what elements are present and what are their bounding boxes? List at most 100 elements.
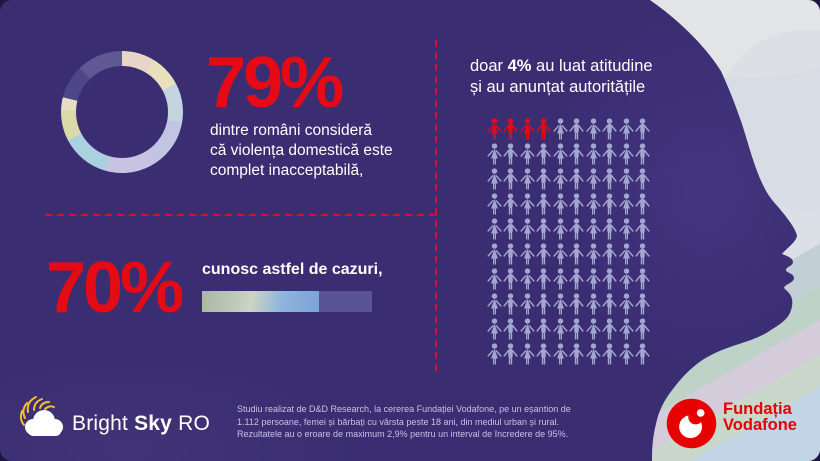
male-person-icon [635,218,652,243]
male-person-icon [602,243,619,268]
vertical-dashed-divider [435,40,437,372]
male-person-icon [503,168,520,193]
male-person-icon [569,193,586,218]
male-person-icon [569,218,586,243]
female-person-icon [618,293,635,318]
female-person-icon [552,218,569,243]
male-person-icon [536,343,553,368]
female-person-icon [585,143,602,168]
stat-4-rest: au luat atitudine [531,57,653,75]
female-person-icon [618,318,635,343]
male-person-icon [569,118,586,143]
brightsky-wordmark: Bright Sky RO [72,412,210,436]
foundation-line2: Vodafone [723,416,797,434]
male-person-icon [503,218,520,243]
female-person-icon [552,193,569,218]
stat-70-bar-fill [202,291,320,312]
female-person-icon [585,343,602,368]
male-person-icon [569,268,586,293]
female-person-icon [519,193,536,218]
male-person-icon [602,318,619,343]
male-person-icon [569,318,586,343]
study-line2: 1.112 persoane, femei și bărbați cu vârs… [237,416,560,427]
female-person-icon [552,343,569,368]
male-person-icon [536,218,553,243]
female-person-icon [519,243,536,268]
female-person-icon [552,168,569,193]
female-person-icon [585,268,602,293]
stat-4-line2: și au anunțat autoritățile [470,78,646,96]
male-person-icon [536,318,553,343]
male-person-icon [602,343,619,368]
donut-chart [61,51,183,173]
male-person-icon [635,293,652,318]
male-person-icon [569,293,586,318]
study-line3: Rezultatele au o eroare de maximum 2,9% … [237,429,569,439]
male-person-icon [503,268,520,293]
female-person-icon [585,318,602,343]
male-person-icon [536,193,553,218]
stat-70-bar [202,291,372,312]
male-person-icon [635,243,652,268]
stat-79-line3: complet inacceptabilă, [210,162,364,179]
female-person-icon [486,343,503,368]
study-methodology-note: Studiu realizat de D&D Research, la cere… [237,403,589,441]
female-person-icon [519,143,536,168]
stat-4-value: 4% [507,57,532,75]
brightsky-word3: RO [172,412,210,435]
male-person-icon [503,118,520,143]
stat-4-headline: doar 4% au luat atitudine și au anunțat … [470,56,700,98]
female-person-icon [519,293,536,318]
male-person-icon [602,168,619,193]
female-person-icon [519,318,536,343]
female-person-icon [486,143,503,168]
study-line1: Studiu realizat de D&D Research, la cere… [237,404,571,414]
female-person-icon [618,343,635,368]
female-person-icon [618,168,635,193]
stat-4-prefix: doar [470,57,508,75]
male-person-icon [635,268,652,293]
male-person-icon [569,343,586,368]
male-person-icon [536,243,553,268]
female-person-icon [486,318,503,343]
people-pictogram-grid [486,118,652,368]
male-person-icon [569,143,586,168]
male-person-icon [503,143,520,168]
female-person-icon [552,243,569,268]
female-person-icon [618,243,635,268]
female-person-icon [486,268,503,293]
cloud-sun-icon [19,396,63,436]
male-person-icon [503,318,520,343]
female-person-icon [519,218,536,243]
female-person-icon [618,118,635,143]
female-person-icon [552,318,569,343]
stat-79-description: dintre români consideră că violența dome… [210,121,410,181]
stat-70-label: cunosc astfel de cazuri, [202,261,383,278]
female-person-icon [552,143,569,168]
female-person-icon [585,243,602,268]
female-person-icon [585,118,602,143]
male-person-icon [635,118,652,143]
female-person-icon [585,193,602,218]
female-person-icon [552,268,569,293]
female-person-icon [618,193,635,218]
male-person-icon [536,143,553,168]
female-person-icon [618,218,635,243]
speechmark-icon [666,398,717,449]
male-person-icon [635,193,652,218]
male-person-icon [503,293,520,318]
male-person-icon [536,118,553,143]
female-person-icon [486,293,503,318]
male-person-icon [602,193,619,218]
female-person-icon [552,293,569,318]
female-person-icon [585,293,602,318]
stat-79-line2: că violența domestică este [210,142,393,159]
male-person-icon [602,218,619,243]
female-person-icon [519,168,536,193]
brightsky-word1: Bright [72,412,135,435]
male-person-icon [635,168,652,193]
male-person-icon [503,343,520,368]
female-person-icon [486,118,503,143]
female-person-icon [618,143,635,168]
